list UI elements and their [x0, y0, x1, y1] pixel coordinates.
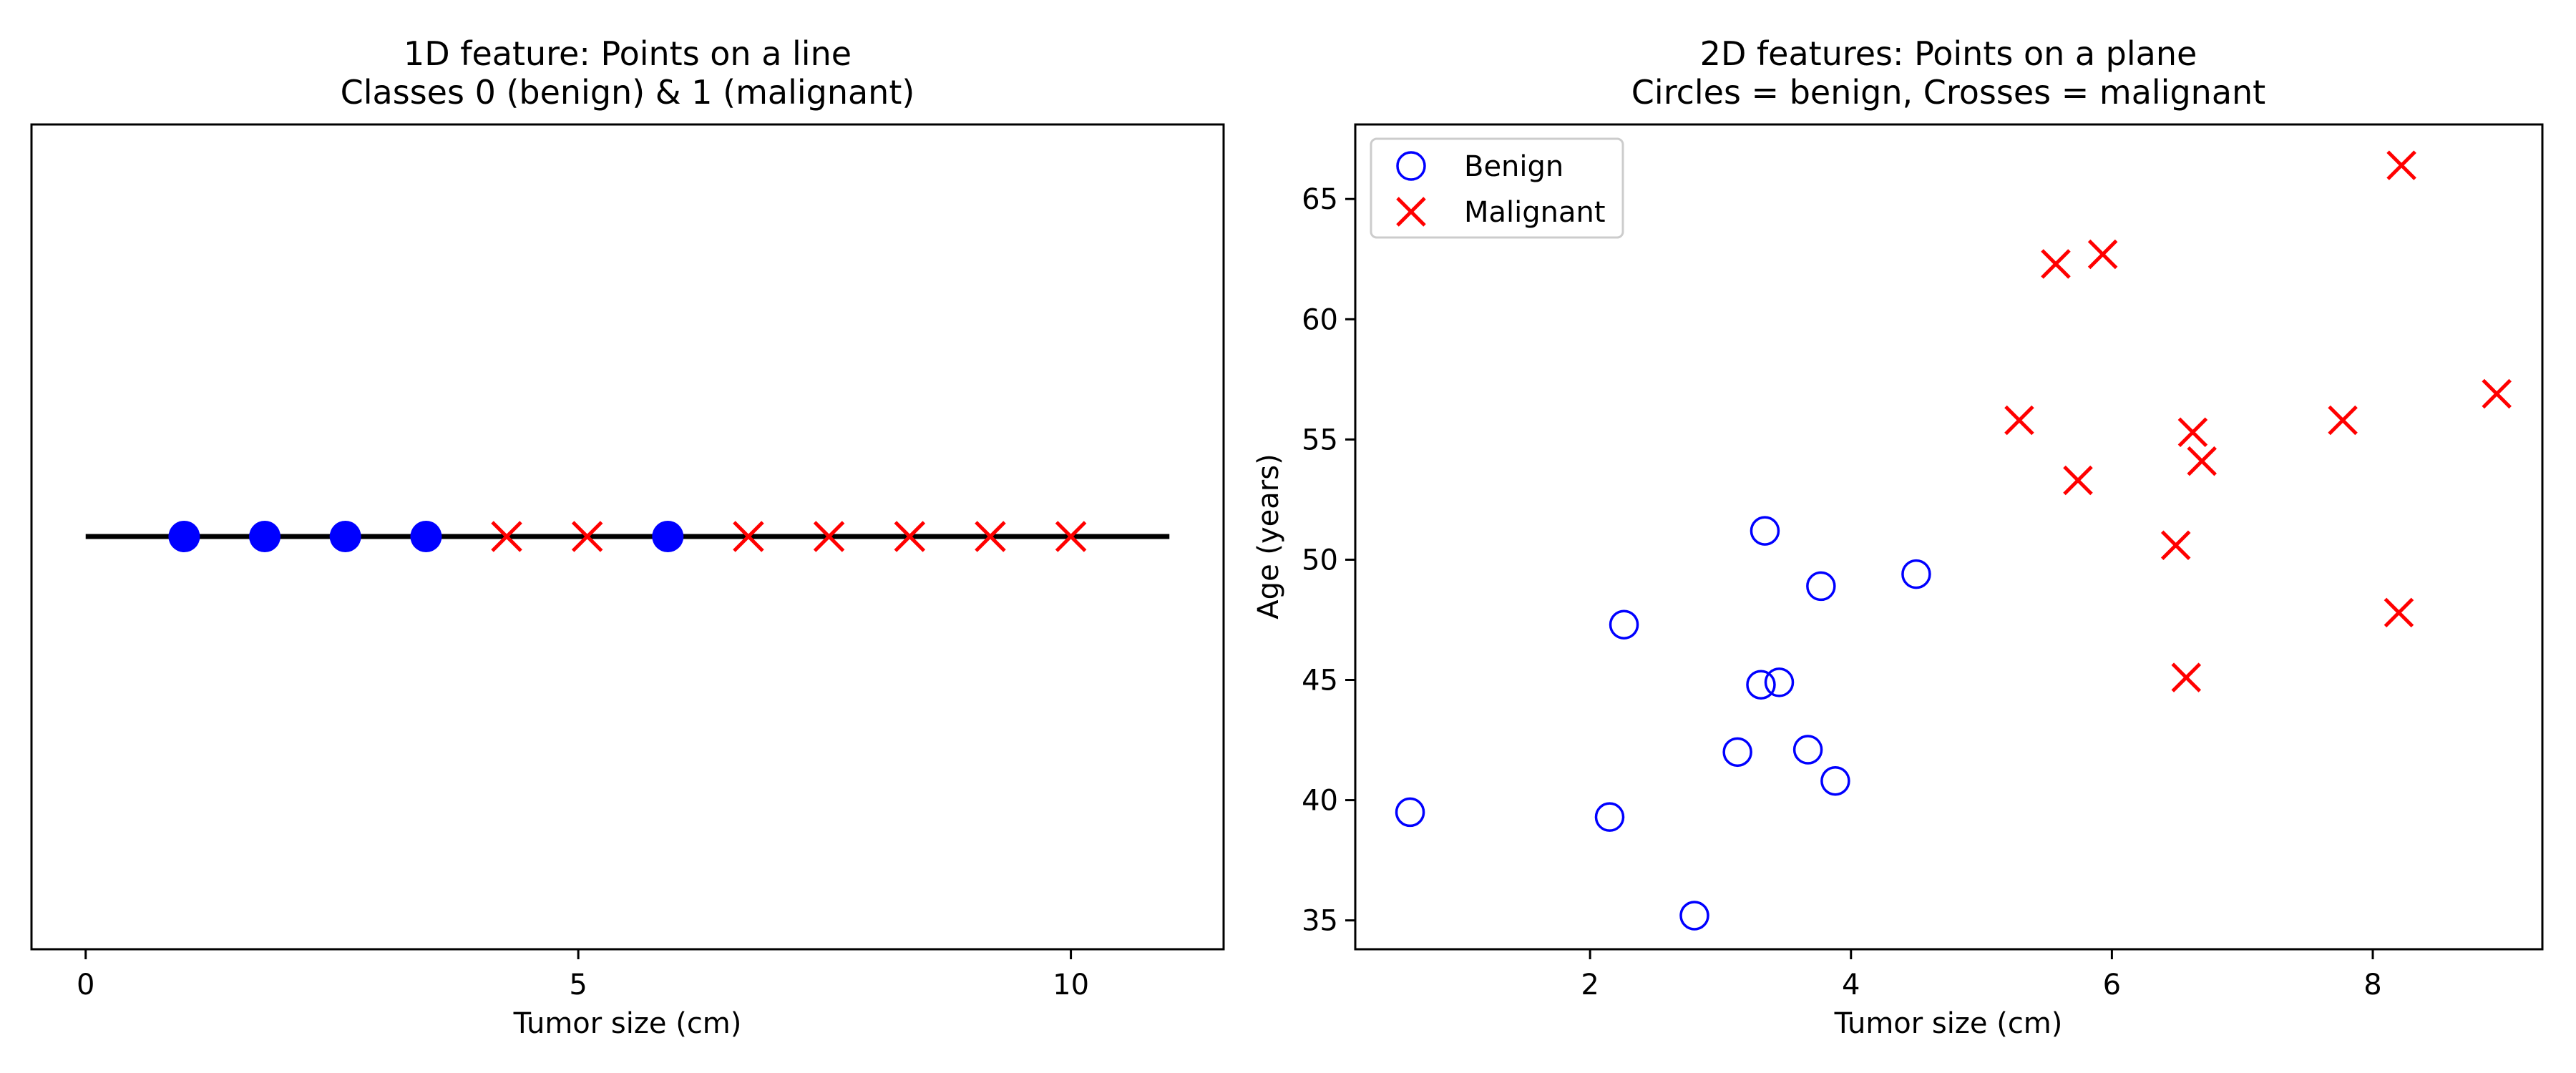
y-tick-label: 55 [1302, 423, 1338, 456]
chart-2d-title-line-1: 2D features: Points on a plane [1700, 34, 2197, 73]
malignant-point [2063, 465, 2093, 496]
legend-frame [1370, 137, 1624, 239]
benign-point-1d [168, 521, 200, 552]
chart-2d-axes-frame [1354, 123, 2544, 951]
x-tick-label: 10 [1053, 969, 1089, 1001]
malignant-point-1d [733, 521, 764, 552]
x-tick-label: 4 [1842, 969, 1860, 1001]
malignant-point [2482, 378, 2512, 409]
malignant-point [2187, 446, 2217, 476]
legend-label: Benign [1464, 150, 1563, 183]
chart-1d-axes-frame [30, 123, 1225, 951]
chart-1d-title-line-1: 1D feature: Points on a line [404, 34, 852, 73]
chart-1d-title-line-2: Classes 0 (benign) & 1 (malignant) [341, 73, 915, 112]
malignant-point [2386, 150, 2416, 180]
chart-2d-legend: Benign Malignant [1370, 137, 1624, 239]
chart-1d-plot-area [85, 521, 1170, 552]
malignant-point [2384, 597, 2414, 628]
legend-label: Malignant [1464, 196, 1606, 229]
chart-2d-features: 2D features: Points on a plane Circles =… [1252, 34, 2544, 1040]
chart-1d-feature: 1D feature: Points on a line Classes 0 (… [30, 34, 1225, 1040]
benign-point [1395, 797, 1425, 828]
y-tick-label: 65 [1302, 183, 1338, 216]
malignant-point-1d [491, 521, 522, 552]
malignant-point [2004, 405, 2034, 436]
y-tick-label: 40 [1302, 785, 1338, 818]
x-tick-label: 5 [569, 969, 587, 1001]
malignant-point-1d [975, 521, 1006, 552]
legend-malignant-marker [1396, 197, 1426, 227]
malignant-point [2171, 662, 2202, 692]
benign-point-1d [249, 521, 281, 552]
malignant-point-1d [813, 521, 845, 552]
benign-point [1764, 667, 1795, 697]
benign-point [1806, 571, 1836, 602]
legend-benign-marker [1396, 151, 1426, 181]
y-tick-label: 45 [1302, 665, 1338, 697]
chart-2d-y-axis-label: Age (years) [1252, 454, 1285, 619]
benign-point-1d [329, 521, 361, 552]
chart-1d-x-ticks: 0 5 10 [77, 949, 1089, 1001]
malignant-point-1d [571, 521, 603, 552]
benign-point [1750, 516, 1780, 546]
benign-point [1746, 670, 1776, 700]
benign-point [1679, 901, 1709, 931]
malignant-point-1d [894, 521, 926, 552]
benign-point [1792, 735, 1823, 765]
benign-point [1901, 559, 1931, 589]
chart-2d-x-axis-label: Tumor size (cm) [1834, 1007, 2063, 1040]
x-tick-label: 6 [2103, 969, 2121, 1001]
chart-2d-x-ticks: 2 4 6 8 [1581, 949, 2382, 1001]
chart-2d-title-line-2: Circles = benign, Crosses = malignant [1631, 73, 2265, 112]
chart-1d-x-axis-label: Tumor size (cm) [513, 1007, 742, 1040]
chart-2d-y-ticks: 35 40 45 50 55 60 65 [1302, 183, 1355, 938]
y-tick-label: 60 [1302, 303, 1338, 336]
benign-point-1d [410, 521, 442, 552]
malignant-point [2160, 530, 2191, 561]
malignant-point [2087, 239, 2118, 270]
malignant-point [2041, 249, 2071, 279]
benign-point-1d [652, 521, 684, 552]
chart-2d-plot-area [1395, 150, 2512, 931]
benign-point [1594, 802, 1625, 832]
y-tick-label: 50 [1302, 544, 1338, 577]
malignant-point-1d [1055, 521, 1087, 552]
y-tick-label: 35 [1302, 905, 1338, 938]
malignant-point [2177, 417, 2208, 448]
x-tick-label: 2 [1581, 969, 1599, 1001]
benign-point [1609, 609, 1639, 640]
benign-point [1722, 737, 1752, 768]
x-tick-label: 8 [2363, 969, 2381, 1001]
benign-point [1820, 765, 1850, 796]
x-tick-label: 0 [77, 969, 94, 1001]
malignant-point [2328, 405, 2358, 436]
